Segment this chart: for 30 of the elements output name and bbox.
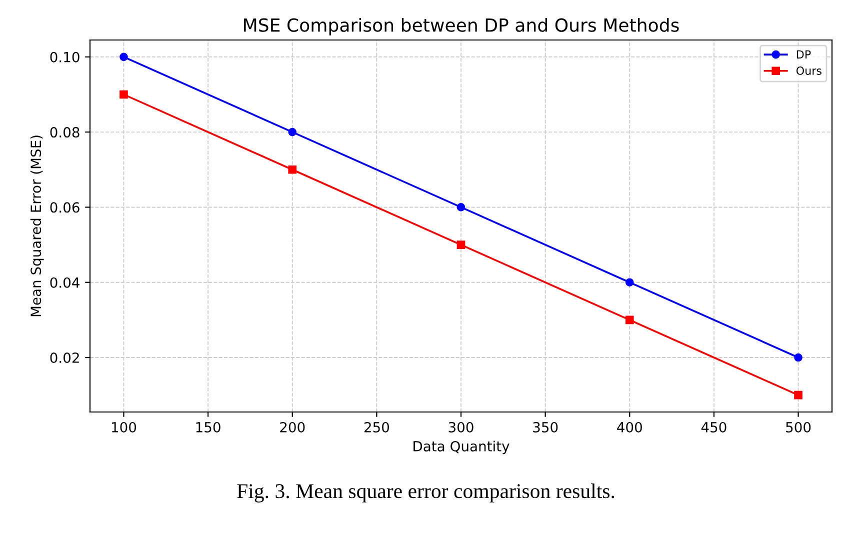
legend-label: DP: [796, 50, 811, 58]
x-tick-label: 450: [701, 422, 726, 432]
x-tick-label: 250: [364, 422, 390, 432]
x-tick-label: 500: [786, 422, 811, 432]
point: [625, 316, 634, 324]
point: [625, 278, 634, 287]
point: [456, 203, 466, 212]
x-axis-title: Data Quantity: [414, 440, 510, 454]
point: [120, 90, 128, 99]
x-tick-label: 350: [533, 422, 558, 432]
x-tick-label: 400: [617, 422, 642, 432]
y-tick-label: 0.08: [50, 127, 80, 138]
y-axis-title: Mean Squared Error (MSE): [30, 136, 44, 316]
point: [794, 353, 802, 362]
y-tick-label: 0.10: [50, 52, 80, 62]
x-tick-label: 200: [280, 422, 305, 432]
x-tick-label: 150: [196, 422, 220, 432]
chart-title: MSE Comparison between DP and Ours Methods: [244, 18, 679, 36]
point: [288, 165, 297, 174]
point: [794, 390, 802, 400]
point: [120, 52, 128, 62]
y-tick-label: 0.04: [50, 277, 80, 288]
y-tick-label: 0.02: [50, 352, 79, 363]
x-tick-label: 300: [448, 422, 474, 432]
point: [288, 128, 297, 136]
x-tick-label: 100: [112, 422, 136, 432]
caption: Fig. 3. Mean square error comparison results.: [237, 484, 614, 502]
legend-label: Ours: [796, 66, 822, 75]
y-tick-label: 0.06: [50, 202, 80, 213]
point: [456, 240, 466, 249]
